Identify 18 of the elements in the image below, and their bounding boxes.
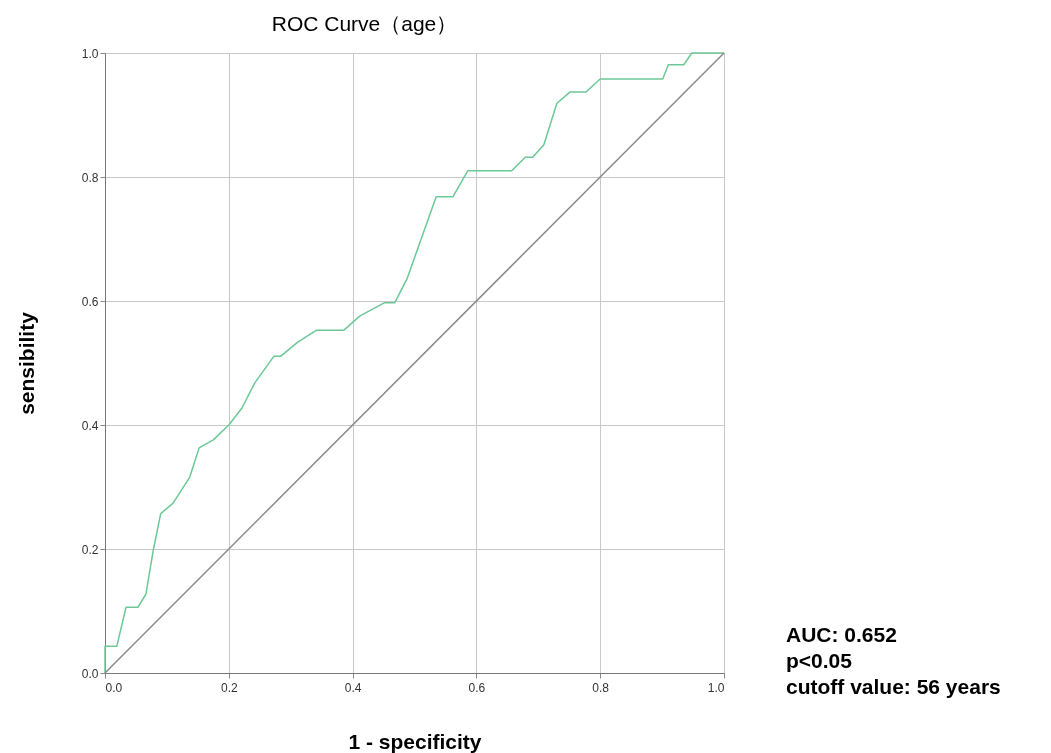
chart-title: ROC Curve（age） <box>271 12 458 35</box>
x-tick-label: 1.0 <box>707 680 725 695</box>
y-tick-label: 0.6 <box>81 294 99 309</box>
y-tick-label: 0.0 <box>81 666 99 681</box>
y-tick-label: 0.4 <box>81 418 99 433</box>
y-tick-label: 1.0 <box>81 46 99 61</box>
x-tick-label: 0.6 <box>468 680 486 695</box>
y-tick-label: 0.8 <box>81 170 99 185</box>
y-tick-label: 0.2 <box>81 542 99 557</box>
text: p<0.05 <box>786 648 853 674</box>
x-tick-label: 0.4 <box>344 680 362 695</box>
x-axis-title: 1 - specificity <box>348 729 482 753</box>
text: cutoff value: 56 years <box>786 674 1001 700</box>
text: AUC: 0.652 <box>786 622 898 648</box>
x-tick-label: 0.2 <box>220 680 238 695</box>
x-tick-label: 0.8 <box>592 680 610 695</box>
y-axis-title: sensibility <box>14 311 38 415</box>
x-tick-label: 0.0 <box>105 680 123 695</box>
